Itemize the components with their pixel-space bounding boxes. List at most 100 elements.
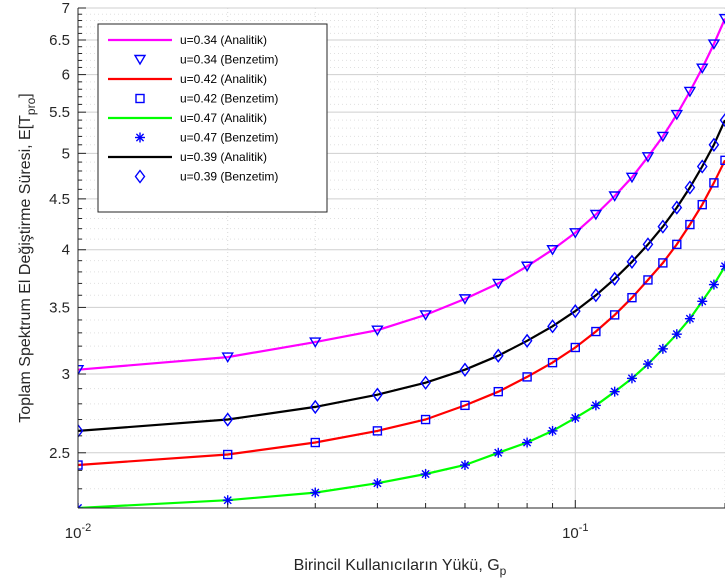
data-point	[520, 261, 534, 273]
series-layer	[78, 13, 725, 508]
data-point	[309, 337, 322, 348]
series-line	[78, 18, 725, 371]
asterisk-stroke	[610, 387, 619, 396]
y-tick-label: 4	[62, 242, 70, 259]
data-point	[643, 275, 653, 285]
data-point	[609, 386, 620, 397]
data-point	[707, 39, 721, 50]
asterisk-stroke	[658, 344, 667, 353]
data-point	[696, 63, 709, 75]
series-markers	[78, 261, 725, 508]
data-point	[569, 303, 581, 319]
data-point	[719, 112, 725, 128]
data-point	[672, 239, 682, 250]
asterisk-stroke	[223, 496, 232, 505]
data-point	[683, 86, 697, 98]
asterisk-stroke	[523, 438, 532, 447]
data-point	[626, 254, 638, 269]
asterisk-stroke	[78, 503, 83, 508]
data-point	[493, 386, 503, 397]
data-point	[697, 296, 708, 307]
data-point	[135, 93, 145, 104]
data-point	[627, 292, 637, 303]
data-point	[625, 172, 639, 184]
axes	[77, 7, 725, 509]
legend-label: u=0.39 (Benzetim)	[180, 170, 278, 184]
y-tick-label: 3.5	[49, 299, 70, 316]
data-point	[521, 333, 533, 348]
y-tick-label: 5	[62, 145, 70, 162]
asterisk-stroke	[135, 133, 145, 142]
data-point	[642, 237, 654, 252]
data-point	[492, 348, 504, 363]
legend-label: u=0.42 (Analitik)	[180, 72, 267, 86]
data-point	[609, 271, 621, 286]
data-point	[684, 180, 696, 195]
data-point	[522, 437, 533, 448]
data-point	[626, 373, 637, 384]
x-tick-label: 10-1	[562, 522, 588, 542]
y-tick-label: 3	[62, 366, 70, 383]
data-point	[223, 449, 233, 460]
asterisk-stroke	[311, 488, 320, 497]
data-point	[546, 245, 559, 256]
data-point	[708, 137, 720, 152]
data-point	[642, 359, 653, 370]
data-point	[135, 132, 145, 143]
data-point	[222, 412, 234, 427]
data-point	[492, 278, 505, 290]
data-point	[657, 219, 669, 234]
data-point	[671, 200, 683, 215]
data-point	[419, 310, 432, 321]
data-point	[458, 294, 472, 305]
data-point	[641, 152, 655, 163]
y-tick-label: 7	[62, 0, 70, 17]
data-point	[670, 109, 684, 121]
data-point	[708, 279, 719, 290]
data-point	[657, 343, 668, 354]
data-point	[372, 478, 383, 489]
legend-label: u=0.34 (Benzetim)	[180, 53, 278, 67]
data-point	[371, 325, 384, 337]
data-point	[372, 387, 383, 402]
asterisk-stroke	[709, 280, 719, 289]
x-axis-label: Birincil Kullanıcıların Yükü, Gp	[294, 557, 507, 578]
data-point	[310, 487, 321, 498]
data-point	[221, 352, 234, 363]
data-point	[684, 313, 695, 324]
data-point	[671, 329, 682, 340]
data-point	[720, 155, 725, 166]
data-point	[420, 375, 431, 390]
data-point	[459, 460, 470, 471]
data-point	[78, 460, 83, 470]
asterisk-stroke	[720, 262, 725, 268]
asterisk-stroke	[548, 426, 557, 435]
data-point	[697, 199, 707, 210]
data-point	[590, 288, 602, 303]
data-point	[547, 425, 558, 436]
data-point	[547, 357, 558, 368]
y-tick-label: 6.5	[49, 32, 70, 49]
data-point	[709, 178, 719, 188]
grid	[77, 7, 725, 509]
legend-label: u=0.47 (Benzetim)	[180, 131, 278, 145]
asterisk-stroke	[591, 401, 600, 410]
data-point	[420, 469, 431, 480]
data-point	[78, 503, 83, 508]
asterisk-stroke	[627, 374, 637, 383]
data-point	[658, 258, 668, 268]
data-point	[589, 209, 603, 221]
asterisk-stroke	[698, 297, 707, 306]
data-point	[420, 414, 431, 425]
legend-label: u=0.42 (Benzetim)	[180, 92, 278, 106]
tick-labels: 2.5 3 3.5 4 4.5 5 5.5 6 6.5 7 10-2 10-1	[49, 0, 588, 542]
data-point	[460, 400, 470, 411]
asterisk-stroke	[685, 314, 694, 323]
y-axis-label: Toplam Spektrum El Değiştirme Süresi, E[…	[17, 93, 38, 422]
asterisk-stroke	[421, 469, 430, 479]
data-point	[656, 131, 670, 143]
asterisk-stroke	[460, 460, 470, 470]
y-tick-label: 6	[62, 67, 70, 84]
data-point	[310, 437, 320, 448]
